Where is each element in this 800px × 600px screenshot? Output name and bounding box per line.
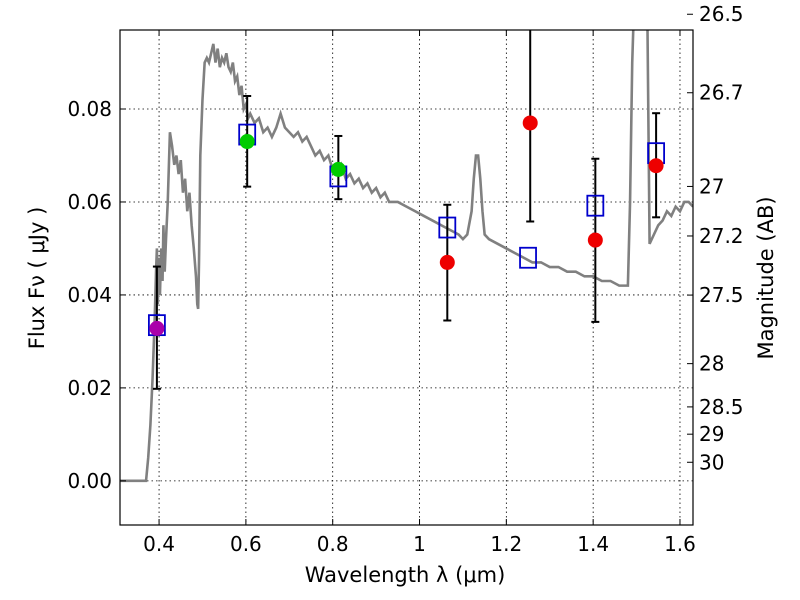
y-axis-label: Flux Fν ( μJy ) [25,207,49,350]
y-tick-label: 0.02 [67,376,112,400]
observed-flux-point [149,320,165,336]
x-tick-label: 1 [413,532,426,556]
y-tick-label: 0.08 [67,97,112,121]
right-tick-label: 26.7 [699,81,744,105]
right-tick-label: 27 [699,174,724,198]
observed-flux-point [587,232,603,248]
model-photometry-square [519,246,537,269]
y-tick-labels: 0.00 0.02 0.04 0.06 0.08 [67,97,112,493]
observed-flux-point [522,115,538,131]
x-tick-label: 1.4 [577,532,609,556]
right-tick-label: 26.5 [699,2,744,26]
observed-flux-point [239,134,255,150]
right-tick-label: 27.2 [699,224,744,248]
right-axis-label: Magnitude (AB) [754,196,778,359]
x-tick-label: 0.8 [317,532,349,556]
right-tick-labels: 26.5 26.7 27 27.2 27.5 28 28.5 29 30 [699,2,744,474]
axis-ticks [120,13,693,525]
x-tick-labels: 0.4 0.6 0.8 1 1.2 1.4 1.6 [143,532,696,556]
x-tick-label: 0.4 [143,532,175,556]
observed-flux-point [648,158,664,174]
model-photometry-square [586,194,605,217]
grid [120,30,693,525]
plot-frame [119,29,694,526]
observed-flux-series [149,115,664,336]
observed-flux-point [439,254,455,270]
right-tick-label: 29 [699,422,724,446]
model-sed-line [120,30,693,483]
right-tick-label: 30 [699,450,724,474]
model-photometry-series [147,123,666,337]
y-tick-label: 0.06 [67,190,112,214]
x-tick-label: 0.6 [230,532,262,556]
y-tick-label: 0.00 [67,469,112,493]
x-tick-label: 1.6 [664,532,696,556]
right-tick-label: 27.5 [699,283,744,307]
error-bars [152,30,661,390]
observed-flux-point [330,161,346,177]
model-sed-series [120,30,693,483]
x-tick-label: 1.2 [490,532,522,556]
right-tick-label: 28 [699,352,724,376]
y-tick-label: 0.04 [67,283,112,307]
model-photometry-square [438,216,457,239]
x-axis-label: Wavelength λ (μm) [305,563,506,587]
right-tick-label: 28.5 [699,395,744,419]
